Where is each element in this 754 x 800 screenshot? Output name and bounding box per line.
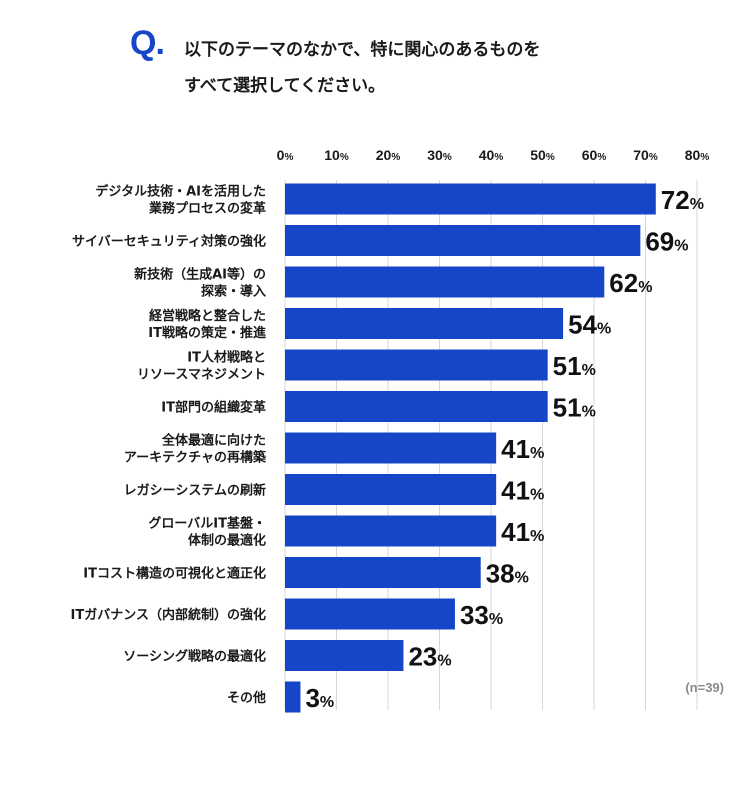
bar [285, 266, 605, 298]
category-label: IT人材戦略と [187, 350, 266, 366]
category-label: レガシーシステムの刷新 [124, 483, 266, 499]
bar [285, 349, 548, 381]
bar [285, 432, 497, 464]
bar [285, 183, 656, 215]
value-label: 51% [553, 393, 596, 423]
tick-label: 70% [633, 147, 658, 163]
tick-label: 0% [277, 147, 294, 163]
question-line-1: 以下のテーマのなかで、特に関心のあるものを [184, 40, 541, 60]
value-label: 62% [609, 268, 652, 298]
bar [285, 391, 548, 422]
bar [285, 308, 564, 339]
category-label: 全体最適に向けた [161, 433, 266, 449]
tick-label: 10% [324, 147, 349, 163]
category-label: リソースマネジメント [137, 368, 266, 383]
category-label: 体制の最適化 [188, 533, 266, 549]
value-label: 41% [501, 476, 544, 506]
value-label: 41% [501, 434, 544, 464]
category-label: デジタル技術・AIを活用した [95, 184, 266, 200]
category-label: サイバーセキュリティ対策の強化 [72, 234, 266, 250]
tick-label: 40% [479, 147, 504, 163]
question-text: 以下のテーマのなかで、特に関心のあるものを すべて選択してください。 [184, 32, 540, 104]
category-label: IT部門の組織変革 [161, 400, 266, 416]
bar [285, 598, 455, 630]
bar [285, 681, 301, 713]
tick-label: 30% [427, 147, 452, 163]
value-label: 51% [553, 351, 596, 381]
category-label: アーキテクチャの再構築 [124, 450, 267, 466]
bar [285, 474, 497, 505]
value-label: 41% [501, 517, 544, 547]
category-label: ソーシング戦略の最適化 [123, 649, 266, 665]
value-label: 72% [661, 185, 704, 215]
bar [285, 515, 497, 547]
category-label: 探索・導入 [201, 284, 266, 300]
value-label: 23% [408, 642, 451, 672]
question-line-2: すべて選択してください。 [184, 76, 386, 96]
category-label: 新技術（生成AI等）の [134, 267, 266, 283]
bar [285, 225, 641, 256]
bar [285, 557, 481, 588]
category-label: 経営戦略と整合した [149, 308, 266, 324]
tick-label: 80% [685, 147, 710, 163]
tick-label: 60% [582, 147, 607, 163]
tick-label: 50% [530, 147, 555, 163]
question-mark: Q. [130, 24, 165, 62]
tick-label: 20% [376, 147, 401, 163]
value-label: 38% [486, 559, 529, 589]
bar [285, 640, 404, 671]
value-label: 33% [460, 600, 503, 630]
category-label: グローバルIT基盤・ [148, 516, 266, 532]
category-label: ITガバナンス（内部統制）の強化 [71, 607, 266, 623]
value-label: 3% [305, 683, 334, 713]
category-label: その他 [227, 690, 266, 706]
value-label: 69% [645, 227, 688, 257]
category-label: ITコスト構造の可視化と適正化 [83, 566, 266, 582]
sample-size-note: (n=39) [685, 680, 724, 695]
category-label: 業務プロセスの変革 [148, 201, 266, 217]
value-label: 54% [568, 310, 611, 340]
category-label: IT戦略の策定・推進 [148, 325, 266, 341]
